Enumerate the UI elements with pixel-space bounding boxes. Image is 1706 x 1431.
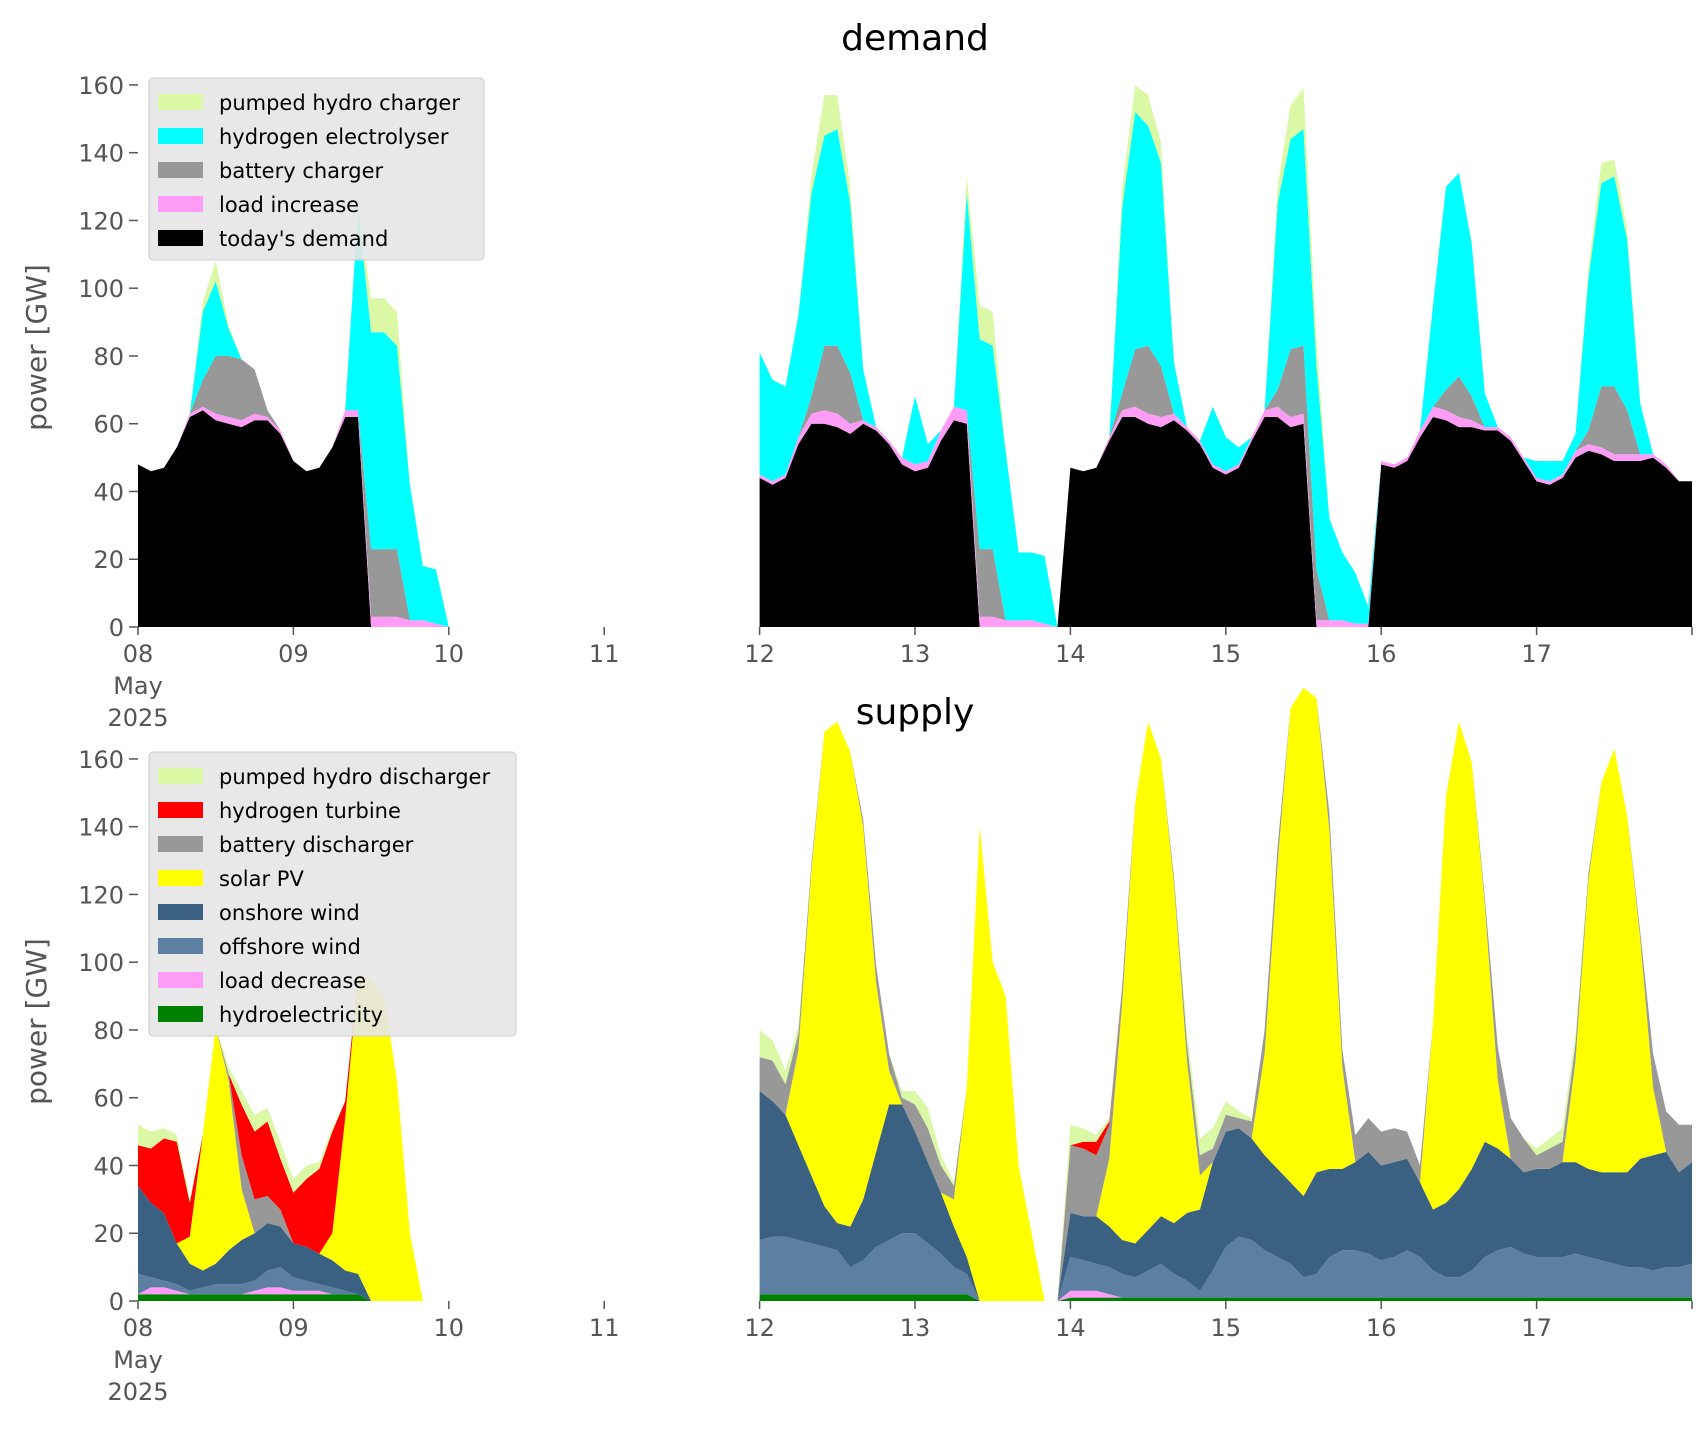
legend-label-hydrogen-electrolyser: hydrogen electrolyser [219, 125, 449, 149]
legend-swatch-hydrogen-electrolyser [158, 128, 203, 144]
legend-swatch-onshore-wind [158, 904, 203, 920]
y-tick-label: 120 [78, 881, 124, 909]
y-tick-label: 140 [78, 140, 124, 168]
y-tick-label: 100 [78, 275, 124, 303]
y-tick-label: 60 [93, 411, 124, 439]
x-tick-sublabel: May [113, 1346, 163, 1374]
legend: pumped hydro charger hydrogen electrolyse… [148, 77, 485, 261]
x-tick-sublabel: 2025 [107, 1378, 168, 1406]
legend-label-pumped-hydro-charger: pumped hydro charger [219, 91, 460, 115]
x-tick-label: 11 [589, 640, 620, 668]
area-offshore-wind [138, 1233, 1692, 1301]
area-solar-pv [138, 687, 1692, 1301]
x-tick-label: 12 [744, 1314, 775, 1342]
legend-swatch-solar-pv [158, 870, 203, 886]
legend-label-today-s-demand: today's demand [219, 227, 388, 251]
x-tick-label: 13 [900, 1314, 931, 1342]
legend-swatch-offshore-wind [158, 938, 203, 954]
area-hydrogen-electrolyser [138, 112, 1692, 627]
area-layer [138, 687, 1692, 1301]
legend-swatch-pumped-hydro-charger [158, 94, 203, 110]
y-tick-label: 120 [78, 207, 124, 235]
x-tick-label: 15 [1211, 640, 1242, 668]
y-tick-label: 160 [78, 72, 124, 100]
x-tick-label: 14 [1055, 640, 1086, 668]
y-tick-label: 160 [78, 746, 124, 774]
x-tick-label: 08 [123, 1314, 154, 1342]
x-tick-label: 12 [744, 640, 775, 668]
y-tick-label: 0 [109, 614, 124, 642]
x-tick-label: 14 [1055, 1314, 1086, 1342]
legend-label-onshore-wind: onshore wind [219, 901, 360, 925]
legend-label-load-decrease: load decrease [219, 969, 366, 993]
legend-label-pumped-hydro-discharger: pumped hydro discharger [219, 765, 490, 789]
legend: pumped hydro discharger hydrogen turbine b… [148, 751, 517, 1037]
area-layer [138, 84, 1692, 627]
area-onshore-wind [138, 1091, 1692, 1301]
x-tick-label: 10 [434, 640, 465, 668]
legend-label-battery-discharger: battery discharger [219, 833, 414, 857]
legend-swatch-battery-discharger [158, 836, 203, 852]
legend-label-hydroelectricity: hydroelectricity [219, 1003, 383, 1027]
y-tick-label: 40 [93, 478, 124, 506]
legend-swatch-load-decrease [158, 972, 203, 988]
y-axis-label: power [GW] [20, 938, 53, 1105]
legend-box [148, 751, 517, 1037]
legend-swatch-battery-charger [158, 162, 203, 178]
x-tick-label: 11 [589, 1314, 620, 1342]
y-tick-label: 20 [93, 1220, 124, 1248]
y-tick-label: 40 [93, 1152, 124, 1180]
x-tick-label: 16 [1366, 1314, 1397, 1342]
area-today-s-demand [138, 410, 1692, 627]
y-tick-label: 60 [93, 1085, 124, 1113]
legend-swatch-hydrogen-turbine [158, 802, 203, 818]
area-hydrogen-turbine [138, 687, 1692, 1301]
x-tick-label: 10 [434, 1314, 465, 1342]
x-tick-label: 15 [1211, 1314, 1242, 1342]
supply-chart: supply power [GW] 0 20 40 60 80 100 120 140 160 08 M… [20, 687, 1693, 1406]
x-tick-label: 17 [1521, 640, 1552, 668]
y-axis-label: power [GW] [20, 264, 53, 431]
legend-label-solar-pv: solar PV [219, 867, 304, 891]
x-tick-sublabel: 2025 [107, 704, 168, 732]
x-tick-sublabel: May [113, 672, 163, 700]
y-tick-label: 100 [78, 949, 124, 977]
legend-swatch-load-increase [158, 196, 203, 212]
legend-swatch-pumped-hydro-discharger [158, 768, 203, 784]
x-tick-label: 13 [900, 640, 931, 668]
demand-chart: demand power [GW] 0 20 40 60 80 100 120 140 160 08 M… [20, 18, 1693, 732]
x-tick-label: 09 [278, 1314, 309, 1342]
y-tick-label: 80 [93, 343, 124, 371]
area-hydroelectricity [138, 1294, 1692, 1301]
legend-label-battery-charger: battery charger [219, 159, 384, 183]
x-tick-label: 17 [1521, 1314, 1552, 1342]
legend-swatch-hydroelectricity [158, 1006, 203, 1022]
y-tick-label: 80 [93, 1017, 124, 1045]
y-tick-label: 0 [109, 1288, 124, 1316]
x-tick-label: 08 [123, 640, 154, 668]
chart-title: supply [856, 692, 975, 733]
y-tick-label: 140 [78, 814, 124, 842]
y-tick-label: 20 [93, 546, 124, 574]
legend-label-offshore-wind: offshore wind [219, 935, 361, 959]
chart-title: demand [841, 18, 989, 59]
legend-label-load-increase: load increase [219, 193, 359, 217]
legend-box [148, 77, 485, 261]
x-tick-label: 16 [1366, 640, 1397, 668]
x-tick-label: 09 [278, 640, 309, 668]
legend-swatch-today-s-demand [158, 230, 203, 246]
legend-label-hydrogen-turbine: hydrogen turbine [219, 799, 401, 823]
